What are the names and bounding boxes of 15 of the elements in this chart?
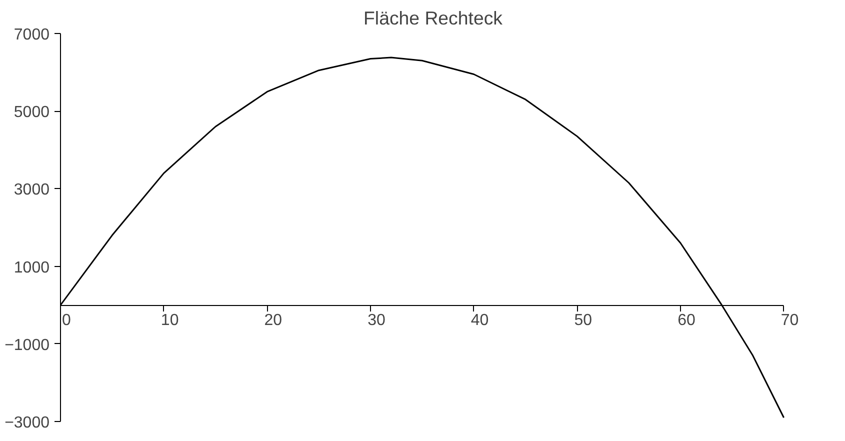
- x-tick-label: 0: [62, 312, 72, 330]
- x-tick-label: 60: [678, 312, 696, 330]
- x-tick-label: 70: [780, 312, 799, 330]
- chart-title: Fläche Rechteck: [364, 8, 504, 28]
- y-tick-label: 7000: [14, 26, 50, 44]
- y-tick-label: 1000: [14, 259, 50, 276]
- x-tick-label: 50: [574, 312, 592, 330]
- x-tick-label: 20: [264, 312, 282, 330]
- y-tick-label: −3000: [4, 414, 50, 432]
- y-tick-label: 3000: [14, 182, 50, 199]
- y-tick-label: −1000: [4, 336, 50, 354]
- x-tick-label: 40: [470, 312, 489, 330]
- x-tick-label: 30: [368, 312, 386, 330]
- x-tick-label: 10: [160, 312, 179, 330]
- y-tick-label: 5000: [14, 104, 50, 122]
